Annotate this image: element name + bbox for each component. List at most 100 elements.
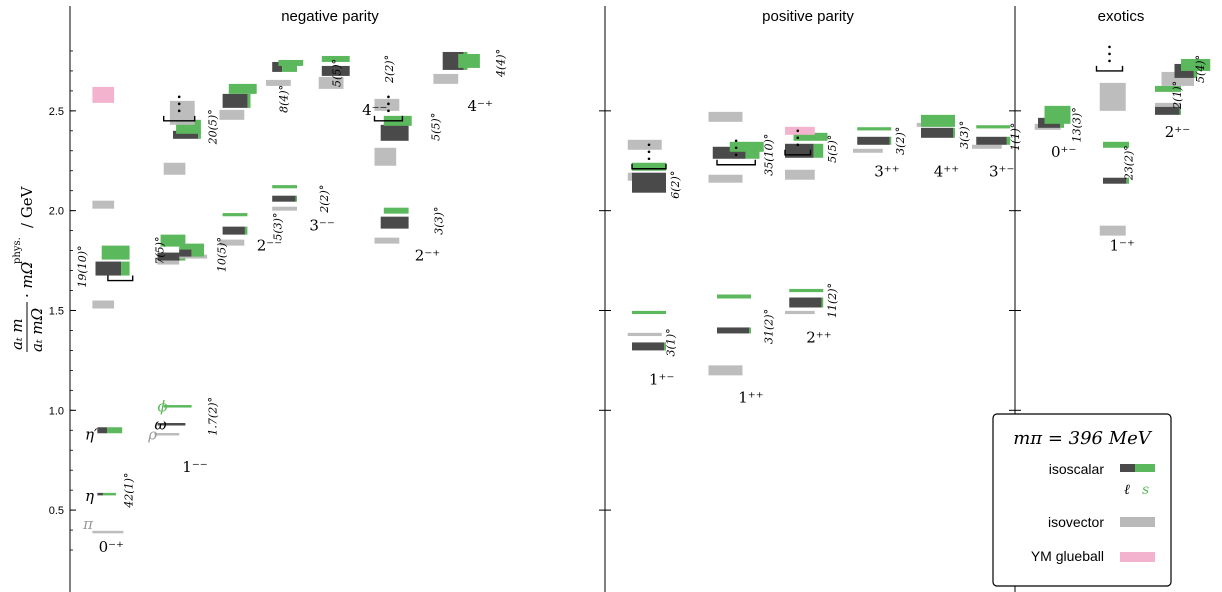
state-level-light [857,136,890,145]
state-level-light [712,146,746,159]
state-level-isovector [708,174,743,183]
state-level-glueball [785,126,815,135]
mixing-angle-label: 3(1)° [665,328,678,356]
mixing-angle-text: 19(10)° [76,246,89,288]
state-level-light [222,93,248,108]
mixing-angle-label: 42(1)° [123,473,136,509]
legend-swatch-isovector [1120,517,1155,527]
state-level-strange [889,136,892,145]
ytick-label: 1.5 [49,305,64,317]
state-level-strange [821,297,824,308]
state-level-strange [295,195,297,202]
state-level-strange [1044,105,1071,124]
state-level-strange [632,162,666,171]
legend-swatch-glueball [1120,552,1155,562]
state-level-isovector [266,79,291,86]
state-level-strange [632,310,666,315]
mixing-bracket [716,159,756,166]
state-level-light [157,252,180,261]
state-name-label: η [85,487,94,505]
state-level-strange [1181,58,1211,71]
jpc-label: 1⁻⁺ [1110,237,1135,255]
state-level-strange [745,146,760,159]
panel-title: negative parity [281,8,379,25]
mixing-brackets [107,45,1124,282]
state-level-light [921,127,954,138]
mixing-angle-label: 31(2)° [762,309,775,344]
mixing-angle-text: 3(3)° [433,207,446,235]
state-level-isovector [92,300,115,309]
mixing-angle-text: 1(1)° [1009,123,1022,151]
mixing-angle-text: 20(5)° [206,109,219,145]
state-level-isovector [1099,225,1126,236]
mixing-angle-text: 2(2)° [318,185,331,214]
mixing-angle-label: 6(2)° [669,171,682,199]
state-name-label: ρ [147,425,157,443]
mixing-bracket [631,163,667,170]
state-name-label: π [82,515,94,533]
state-level-strange [321,55,350,62]
bracket-dot [177,95,181,99]
legend-glueball-label: YM glueball [1031,548,1104,564]
mixing-angle-label: 5(5)° [330,59,343,87]
bracket-dot [177,109,181,113]
mixing-angle-label: 2(2)° [383,55,396,84]
mixing-angle-text: 8(4)° [278,85,291,113]
state-level-strange [1103,141,1129,148]
state-level-strange [121,261,130,276]
state-level-strange [228,83,257,94]
ylabel-denominator: aₜ mΩ [28,308,46,352]
mixing-angle-text: 3(1)° [665,328,678,356]
mixing-angle-label: 1.7(2)° [206,397,219,436]
jpc-label: 2⁻⁻ [257,237,282,255]
mixing-angle-label: 1(1)° [1009,123,1022,151]
legend-box [992,413,1172,587]
state-level-strange [717,294,751,299]
mixing-angle-text: 7(5)° [154,237,167,265]
state-level-isovector [785,169,815,180]
mixing-angle-text: 5(5)° [826,135,839,163]
state-level-light [97,427,108,434]
state-level-strange [976,125,1011,129]
mixing-angle-text: 2(2)° [383,55,396,84]
ytick-label: 0.5 [49,505,64,517]
state-level-strange [244,226,248,235]
state-level-isovector [1099,82,1126,111]
ytick-label: 2.0 [49,206,64,218]
mixing-angle-text: 11(2)° [826,283,839,318]
state-level-strange [953,127,955,138]
mixing-angle-label: 10(5)° [216,237,229,272]
mixing-angle-text: 1.7(2)° [206,397,219,436]
state-level-strange [857,127,892,131]
mixing-angle-label: 11(2)° [826,283,839,318]
state-level-strange [1179,106,1181,115]
state-level-isovector [374,98,400,111]
mixing-angle-label: 20(5)° [206,109,219,145]
state-level-light [97,492,103,496]
state-level-isovector [785,310,815,315]
ylabel-numerator: aₜ m [8,318,26,350]
state-level-strange [107,427,123,434]
state-name-label: η′ [85,425,98,443]
state-level-strange [1155,85,1181,92]
jpc-label: 0⁺⁻ [1051,143,1076,161]
legend-swatch-strange [1135,464,1155,472]
mixing-angle-text: 3(2)° [894,127,907,155]
mixing-angle-text: 5(4)° [1194,55,1207,83]
state-level-light [785,143,814,158]
state-level-isovector [318,76,344,89]
state-level-light [632,172,666,193]
state-level-isovector [157,260,180,265]
state-level-strange [1006,136,1011,145]
state-level-isovector [92,530,124,534]
state-level-isovector [708,365,743,376]
state-level-light [272,195,296,202]
jpc-label: 3⁺⁻ [989,163,1014,181]
state-level-strange [198,130,201,139]
state-level-isovector [272,206,297,211]
state-level-glueball [92,86,115,103]
state-level-strange [1126,177,1129,184]
state-level-light [380,216,409,229]
bracket-dot [1108,45,1111,49]
legend-swatch-light [1120,464,1135,472]
